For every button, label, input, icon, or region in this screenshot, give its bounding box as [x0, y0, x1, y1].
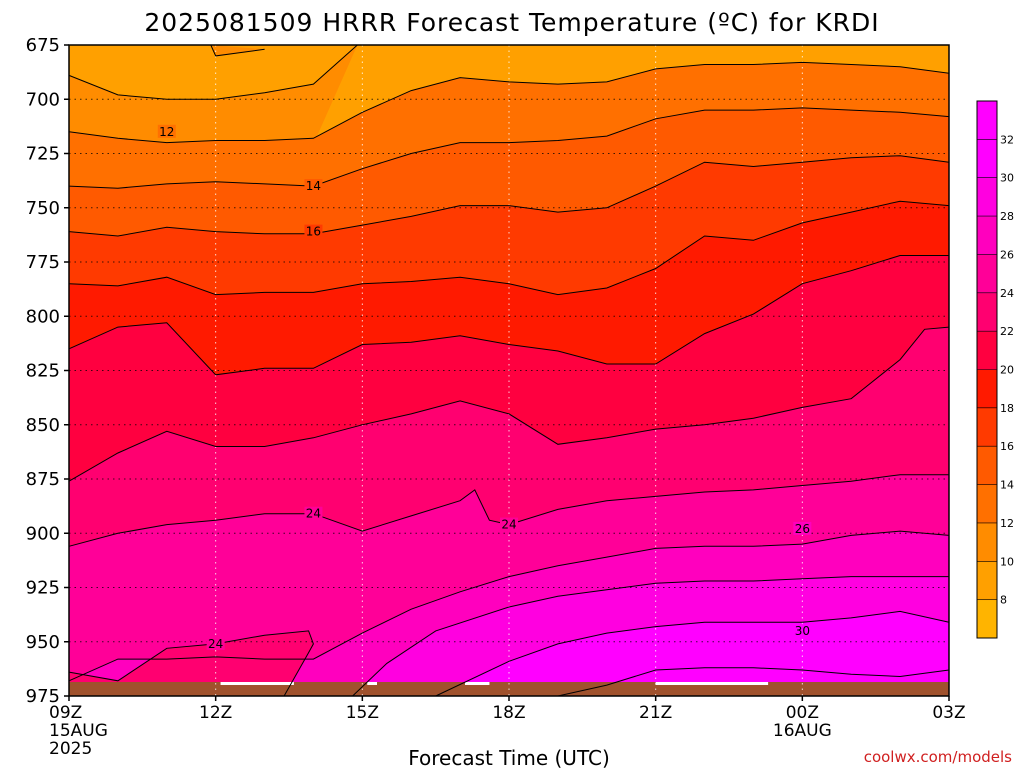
contour-label-bg: [206, 636, 225, 650]
contour-label: 24: [501, 518, 516, 532]
colorbar-tick-label: 32: [1000, 133, 1014, 146]
y-tick-label: 975: [26, 686, 60, 707]
colorbar-swatch: [977, 139, 997, 179]
colorbar-swatch: [977, 599, 997, 639]
contour-26: [68, 530, 950, 682]
colorbar-swatch: [977, 177, 997, 217]
y-tick-label: 825: [26, 361, 60, 382]
x-tick-sublabel: 16AUG: [773, 721, 832, 741]
colorbar-swatch: [977, 101, 997, 140]
ground-gap-1: [367, 682, 377, 685]
chart-title: 2025081509 HRRR Forecast Temperature (ºC…: [144, 8, 879, 37]
colorbar-swatch: [977, 561, 997, 601]
colorbar-tick-label: 8: [1000, 594, 1007, 607]
contour-label: 16: [306, 225, 321, 239]
x-tick-label: 09Z: [49, 703, 82, 723]
colorbar-swatch: [977, 292, 997, 332]
contour-label-bg: [793, 521, 812, 535]
ground-gap-3: [655, 682, 769, 685]
contour-labels: 12 14 16 24 24 24 26 30: [157, 124, 812, 651]
contour-label-bg: [793, 623, 812, 637]
colorbar-swatch: [977, 331, 997, 370]
y-tick-label: 900: [26, 523, 60, 544]
contour-10: [68, 44, 358, 100]
contour-12: [68, 61, 950, 144]
colorbar-swatch: [977, 446, 997, 486]
colorbar-swatch: [977, 216, 997, 255]
x-tick-sublabel: 2025: [49, 739, 92, 759]
contour-label-bg: [304, 224, 323, 238]
contour-label: 24: [208, 637, 223, 651]
colorbar-tick-label: 14: [1000, 479, 1014, 492]
colorbar-swatch: [977, 522, 997, 562]
colorbar-tick-label: 28: [1000, 210, 1014, 223]
y-tick-label: 800: [26, 306, 60, 327]
colorbar-tick-label: 12: [1000, 517, 1014, 530]
ground-gap-2: [465, 682, 490, 685]
contour-32: [557, 667, 950, 697]
colorbar-swatch: [977, 254, 997, 294]
contour-label: 30: [795, 624, 810, 638]
x-tick-sublabel: 15AUG: [49, 721, 108, 741]
contour-label-bg: [500, 517, 518, 531]
contour-24: [68, 474, 949, 547]
contour-18: [68, 200, 950, 296]
colorbar-tick-label: 26: [1000, 248, 1014, 261]
x-tick-label: 12Z: [199, 703, 232, 723]
contour-label: 26: [795, 522, 810, 536]
contour-24: [68, 630, 314, 697]
colorbar-tick-label: 18: [1000, 402, 1014, 415]
contour-label: 24: [306, 507, 321, 521]
y-axis-ticks: 675 700 725 750 775 800 825 850 875 900 925 950 975: [26, 35, 69, 707]
temperature-contours: [68, 44, 950, 697]
y-tick-label: 775: [26, 252, 60, 273]
contour-20: [68, 255, 949, 376]
contour-22: [68, 326, 950, 482]
x-tick-label: 15Z: [346, 703, 379, 723]
contour-label: 12: [159, 125, 174, 139]
y-tick-label: 875: [26, 469, 60, 490]
ground-gap-0: [220, 682, 294, 685]
contour-label: 14: [306, 179, 321, 193]
contour-16: [68, 155, 950, 237]
contour-28: [352, 576, 949, 697]
colorbar-tick-label: 22: [1000, 325, 1014, 338]
contour-30: [435, 610, 950, 697]
y-tick-label: 675: [26, 35, 60, 56]
y-tick-label: 950: [26, 632, 60, 653]
colorbar-tick-label: 10: [1000, 555, 1014, 568]
colorbar-tick-label: 24: [1000, 287, 1014, 300]
contour-label-bg: [304, 506, 323, 520]
contour-label-bg: [157, 124, 176, 138]
y-tick-label: 925: [26, 578, 60, 599]
colorbar-tick-label: 16: [1000, 440, 1014, 453]
colorbar-tick-label: 30: [1000, 172, 1014, 185]
colorbar-swatch: [977, 484, 997, 524]
y-tick-label: 725: [26, 144, 60, 165]
contour-14: [68, 107, 950, 189]
contour-10: [210, 44, 265, 57]
colorbar-swatch: [977, 369, 997, 409]
temp-band-pocket: [69, 630, 314, 696]
x-tick-label: 03Z: [932, 703, 965, 723]
y-tick-label: 750: [26, 198, 60, 219]
temp-band-10: [210, 45, 265, 56]
y-tick-label: 700: [26, 89, 60, 110]
y-tick-label: 850: [26, 415, 60, 436]
colorbar-legend: 8 10 12 14 16 18 20 22 24 26 28 30 32: [976, 100, 1014, 639]
source-credit: coolwx.com/models: [864, 748, 1012, 766]
colorbar-tick-label: 20: [1000, 364, 1014, 377]
x-tick-label: 00Z: [786, 703, 819, 723]
x-tick-label: 21Z: [639, 703, 672, 723]
contour-label-bg: [304, 179, 323, 193]
x-tick-label: 18Z: [492, 703, 525, 723]
x-axis-label: Forecast Time (UTC): [408, 746, 610, 768]
colorbar-swatch: [977, 407, 997, 447]
